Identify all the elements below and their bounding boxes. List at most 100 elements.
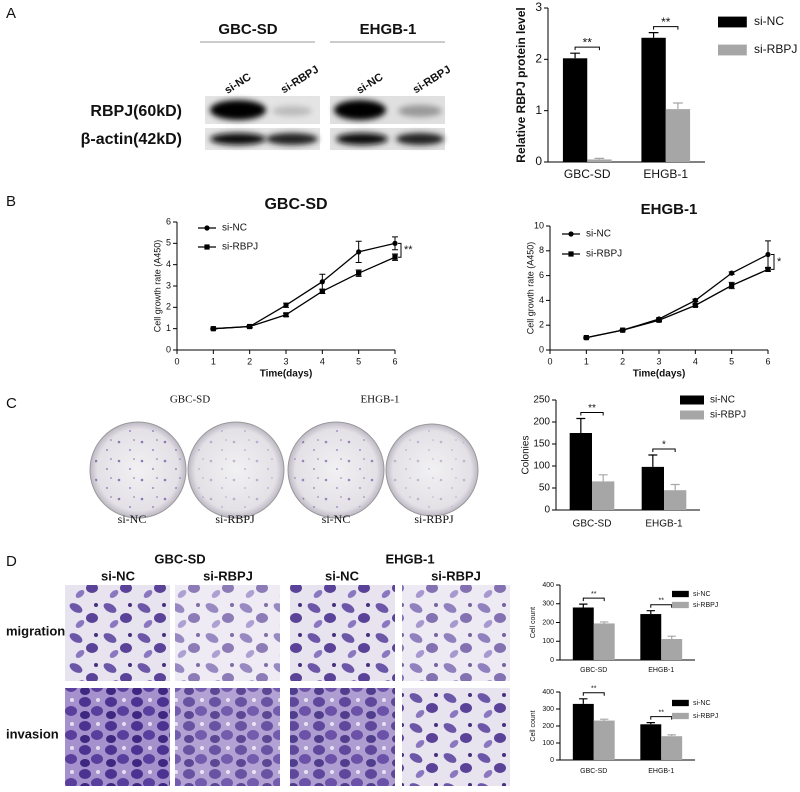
bar — [569, 433, 592, 510]
marker — [583, 335, 589, 341]
legend-label: si-RBPJ — [222, 242, 258, 253]
y-axis-label: Colonies — [521, 436, 532, 475]
legend-swatch — [672, 712, 689, 720]
significance-bracket — [574, 46, 600, 51]
x-axis-label: Time(days) — [260, 369, 313, 380]
error-bar — [667, 734, 676, 737]
significance-bracket — [653, 26, 679, 30]
x-tick-label: EHGB-1 — [645, 519, 683, 530]
error-bar — [594, 157, 605, 160]
transwell: GBC-SD EHGB-1 si-NC si-RBPJ si-NC si-RBP… — [6, 551, 510, 786]
legend-marker — [568, 231, 574, 237]
lane-label: si-RBPJ — [279, 64, 321, 97]
significance-bracket — [771, 254, 775, 270]
y-tick-label: 200 — [542, 619, 554, 626]
micrograph — [175, 585, 280, 681]
western-blot: GBC-SD EHGB-1 si-NC si-RBPJ si-NC si-RBP… — [81, 21, 453, 150]
bar — [641, 466, 664, 510]
x-tick-label: 6 — [392, 356, 397, 366]
marker — [392, 240, 398, 246]
marker — [356, 249, 362, 255]
y-axis-label: Cell count — [530, 607, 537, 638]
y-tick-label: 300 — [542, 601, 554, 608]
legend-label: si-NC — [222, 223, 247, 234]
lane-label: si-NC — [355, 71, 386, 96]
x-tick-label: 3 — [283, 356, 288, 366]
marker — [692, 302, 698, 308]
marker — [283, 312, 289, 318]
x-tick-label: 6 — [765, 356, 770, 366]
y-tick-label: 3 — [535, 0, 542, 14]
x-tick-label: 2 — [247, 356, 252, 366]
legend-label: si-RBPJ — [586, 249, 622, 260]
y-axis-label: Cell count — [530, 710, 537, 741]
line — [213, 256, 396, 330]
significance-label: ** — [659, 709, 665, 716]
x-tick-label: 4 — [693, 356, 698, 366]
x-tick-label: EHGB-1 — [648, 667, 674, 674]
bar — [664, 490, 687, 510]
y-tick-label: 100 — [542, 740, 554, 747]
y-tick-label: 4 — [539, 295, 544, 305]
legend-swatch — [672, 601, 689, 609]
panel-label: B — [6, 193, 16, 210]
x-tick-label: EHGB-1 — [648, 768, 674, 775]
bar — [665, 109, 691, 162]
y-tick-label: 0 — [539, 344, 544, 354]
line — [213, 242, 396, 330]
y-tick-label: 8 — [539, 245, 544, 255]
y-tick-label: 4 — [166, 259, 171, 269]
error-bar — [648, 32, 659, 38]
band — [396, 133, 444, 145]
legend-marker — [204, 244, 210, 250]
error-bar — [646, 722, 655, 725]
legend-label: si-NC — [710, 395, 735, 406]
panel-label: D — [6, 553, 17, 570]
marker — [210, 326, 216, 332]
y-tick-label: 400 — [542, 689, 554, 696]
significance-label: ** — [591, 686, 597, 693]
panel-label: A — [6, 5, 16, 22]
y-tick-label: 100 — [542, 638, 554, 645]
dish-label: si-NC — [118, 512, 147, 526]
marker — [283, 302, 289, 308]
legend-swatch — [718, 16, 747, 28]
marker — [356, 270, 362, 276]
group-label: GBC-SD — [154, 551, 205, 566]
dish-label: si-RBPJ — [414, 512, 454, 526]
group-label: GBC-SD — [170, 394, 210, 406]
y-tick-label: 0 — [550, 657, 554, 664]
significance-label: ** — [404, 244, 413, 256]
marker — [729, 282, 735, 289]
x-tick-label: 1 — [211, 356, 216, 366]
group-label: EHGB-1 — [360, 394, 399, 406]
x-tick-label: 5 — [356, 356, 361, 366]
y-tick-label: 0 — [166, 344, 171, 354]
y-tick-label: 1 — [166, 323, 171, 333]
y-tick-label: 0 — [544, 505, 550, 516]
y-tick-label: 250 — [533, 395, 550, 406]
significance-bracket — [398, 242, 402, 258]
column-label: si-NC — [325, 568, 360, 583]
colony-assay: GBC-SD EHGB-1 si-NC si-RBPJ si-NC si-RBP… — [89, 394, 479, 526]
significance-bracket — [580, 411, 604, 416]
error-bar — [600, 621, 609, 624]
x-tick-label: GBC-SD — [580, 768, 607, 775]
marker — [729, 270, 735, 276]
legend-swatch — [680, 410, 704, 420]
marker — [656, 317, 662, 323]
band — [272, 106, 312, 116]
y-tick-label: 200 — [542, 723, 554, 730]
significance-label: ** — [583, 35, 593, 49]
bar — [572, 607, 594, 660]
band — [336, 133, 388, 145]
x-tick-label: 2 — [620, 356, 625, 366]
x-tick-label: 0 — [547, 356, 552, 366]
x-tick-label: 3 — [656, 356, 661, 366]
error-bar — [600, 718, 609, 721]
significance-label: ** — [588, 403, 596, 414]
legend-marker — [568, 251, 574, 257]
band — [266, 133, 318, 145]
bar — [592, 481, 615, 510]
